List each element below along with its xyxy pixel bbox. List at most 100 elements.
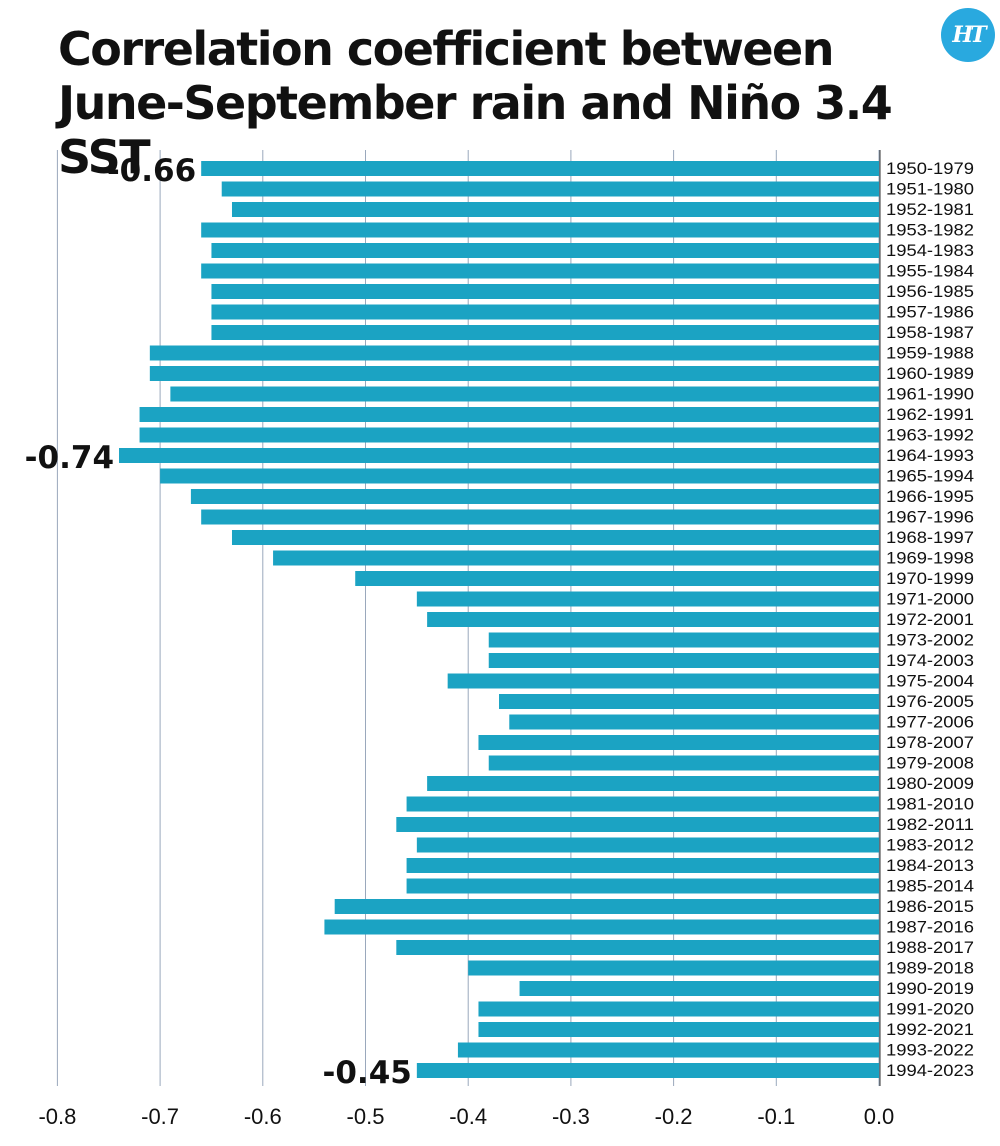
bar: [519, 981, 879, 996]
x-tick-label: -0.4: [449, 1104, 487, 1129]
x-tick-label: -0.3: [552, 1104, 590, 1129]
bar: [201, 509, 879, 525]
bar: [478, 1001, 879, 1017]
category-label: 1970-1999: [886, 569, 974, 588]
bar: [396, 817, 879, 832]
category-label: 1973-2002: [886, 631, 974, 650]
category-label: 1980-2009: [886, 774, 974, 793]
bar: [478, 1022, 879, 1037]
bars: [119, 161, 880, 1078]
bar: [201, 161, 879, 176]
annotations: -0.66 -0.74 -0.45: [25, 153, 412, 1091]
category-label: 1962-1991: [886, 405, 974, 424]
bar: [273, 550, 879, 566]
x-tick-label: -0.2: [655, 1104, 693, 1129]
value-annotation: -0.74: [25, 440, 114, 476]
category-label: 1989-2018: [886, 959, 974, 978]
bar: [211, 284, 879, 299]
bar: [447, 673, 879, 689]
category-label: 1955-1984: [886, 262, 974, 281]
category-label: 1959-1988: [886, 344, 974, 363]
x-tick-label: -0.8: [38, 1104, 76, 1129]
value-annotation: -0.66: [107, 153, 196, 189]
bar: [406, 858, 879, 873]
category-label: 1972-2001: [886, 610, 974, 629]
category-label: 1961-1990: [886, 385, 974, 404]
category-label: 1968-1997: [886, 528, 974, 547]
category-label: 1953-1982: [886, 221, 974, 240]
category-label: 1985-2014: [886, 877, 974, 896]
bar: [160, 468, 880, 484]
category-label: 1984-2013: [886, 856, 974, 875]
bar: [416, 591, 879, 607]
bar: [416, 1063, 879, 1078]
category-label: 1956-1985: [886, 282, 974, 301]
category-label: 1964-1993: [886, 446, 974, 465]
category-label: 1960-1989: [886, 364, 974, 383]
x-tick-label: 0.0: [864, 1104, 895, 1129]
category-label: 1969-1998: [886, 549, 974, 568]
category-label: 1978-2007: [886, 733, 974, 752]
category-label: 1987-2016: [886, 918, 974, 937]
category-label: 1957-1986: [886, 303, 974, 322]
logo-text: HT: [952, 22, 986, 48]
bar: [149, 345, 879, 361]
bar: [139, 427, 879, 443]
bar: [468, 960, 879, 976]
bar: [231, 530, 880, 545]
bar: [119, 448, 879, 463]
category-label: 1950-1979: [886, 159, 974, 178]
x-tick-label: -0.5: [347, 1104, 385, 1129]
bar: [406, 878, 879, 894]
category-label: 1971-2000: [886, 590, 974, 609]
bar: [190, 489, 879, 504]
category-label: 1966-1995: [886, 487, 974, 506]
category-label: 1986-2015: [886, 897, 974, 916]
category-label: 1976-2005: [886, 692, 974, 711]
category-label: 1990-2019: [886, 979, 974, 998]
bar: [488, 632, 879, 648]
bar: [334, 899, 879, 914]
category-label: 1994-2023: [886, 1061, 974, 1080]
category-label: 1993-2022: [886, 1041, 974, 1060]
bar: [488, 653, 879, 668]
category-label: 1975-2004: [886, 672, 974, 691]
category-label: 1965-1994: [886, 467, 974, 486]
category-label: 1952-1981: [886, 200, 974, 219]
category-label: 1967-1996: [886, 508, 974, 527]
category-label: 1963-1992: [886, 426, 974, 445]
value-annotation: -0.45: [322, 1055, 411, 1091]
category-label: 1992-2021: [886, 1020, 974, 1039]
bar: [427, 612, 879, 627]
bar: [139, 407, 879, 422]
bar: [509, 714, 879, 730]
bar: [231, 202, 880, 217]
bar: [201, 222, 879, 238]
x-tick-label: -0.6: [244, 1104, 282, 1129]
publisher-logo: HT: [941, 8, 995, 62]
x-axis-tick-labels: -0.8 -0.7 -0.6 -0.5 -0.4 -0.3 -0.2 -0.1 0.0: [38, 1104, 894, 1129]
bar: [427, 776, 879, 791]
bar: [221, 181, 880, 197]
bar: [211, 304, 879, 320]
bar: [149, 366, 879, 381]
category-label: 1974-2003: [886, 651, 974, 670]
category-label: 1983-2012: [886, 836, 974, 855]
x-tick-label: -0.1: [757, 1104, 795, 1129]
bar: [201, 263, 879, 279]
x-tick-label: -0.7: [141, 1104, 179, 1129]
bar: [478, 735, 879, 750]
category-label: 1958-1987: [886, 323, 974, 342]
bar: [355, 571, 880, 586]
category-label: 1991-2020: [886, 1000, 974, 1019]
category-label: 1951-1980: [886, 180, 974, 199]
category-label: 1982-2011: [886, 815, 974, 834]
bar: [170, 386, 879, 402]
bar: [211, 325, 879, 340]
bar: [324, 919, 879, 935]
category-label: 1979-2008: [886, 754, 974, 773]
bar: [488, 755, 879, 771]
category-label: 1977-2006: [886, 713, 974, 732]
